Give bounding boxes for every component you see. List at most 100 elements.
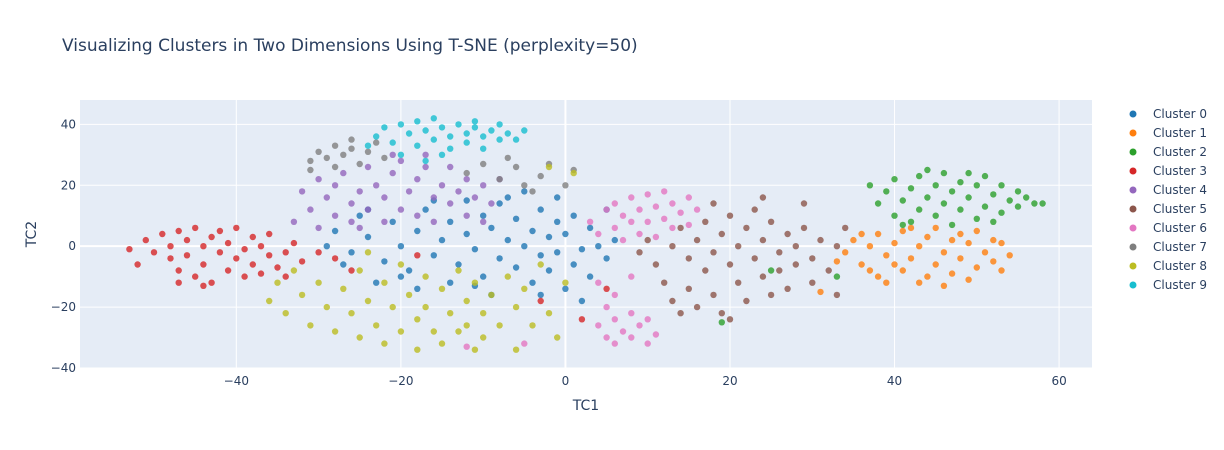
data-point <box>924 273 931 280</box>
data-point <box>159 230 166 238</box>
data-point <box>891 239 898 247</box>
data-point <box>340 261 347 268</box>
data-point <box>718 319 725 326</box>
data-point <box>1014 188 1022 195</box>
data-point <box>126 246 133 253</box>
data-point <box>702 218 709 225</box>
data-point <box>586 224 594 232</box>
data-point <box>570 169 577 177</box>
data-point <box>430 194 437 201</box>
data-point <box>405 291 413 299</box>
legend-label: Cluster 4 <box>1153 183 1207 197</box>
data-point <box>981 203 989 210</box>
data-point <box>940 282 948 289</box>
data-point <box>883 279 890 286</box>
data-point <box>331 142 339 149</box>
data-point <box>331 227 339 235</box>
data-point <box>899 267 906 274</box>
data-point <box>874 273 882 280</box>
data-point <box>792 243 799 250</box>
data-point <box>545 267 553 274</box>
data-point <box>348 249 355 256</box>
data-point <box>1014 203 1022 210</box>
data-point <box>784 285 791 292</box>
data-point <box>381 194 388 201</box>
data-point <box>422 303 429 311</box>
data-point <box>405 267 413 274</box>
data-point <box>274 279 281 286</box>
data-point <box>323 243 330 250</box>
data-point <box>891 261 898 268</box>
data-point <box>529 227 536 235</box>
data-point <box>224 267 232 274</box>
data-point <box>973 264 980 271</box>
data-point <box>521 340 528 347</box>
data-point <box>422 163 429 171</box>
data-point <box>381 124 388 131</box>
data-point <box>397 328 405 335</box>
data-point <box>529 322 536 329</box>
data-point <box>628 218 635 225</box>
data-point <box>381 154 388 162</box>
data-point <box>866 243 874 250</box>
data-point <box>529 188 536 195</box>
data-point <box>430 328 437 335</box>
legend-marker <box>1129 243 1137 251</box>
data-point <box>389 218 396 225</box>
data-point <box>364 163 372 171</box>
data-point <box>340 169 347 177</box>
data-point <box>636 206 643 213</box>
y-tick-labels: −40 −20 0 20 40 <box>51 117 76 375</box>
data-point <box>776 249 783 256</box>
data-point <box>463 230 470 238</box>
x-tick-label: 40 <box>887 374 902 388</box>
data-point <box>282 249 289 256</box>
data-point <box>438 236 446 244</box>
data-point <box>628 273 635 280</box>
data-point <box>356 267 363 274</box>
data-point <box>397 206 405 213</box>
data-point <box>167 243 174 250</box>
data-point <box>562 285 569 292</box>
data-point <box>874 230 882 238</box>
data-point <box>521 188 528 195</box>
data-point <box>619 328 627 335</box>
data-point <box>833 258 841 265</box>
data-point <box>282 310 289 317</box>
data-point <box>661 188 668 195</box>
data-point <box>595 243 602 250</box>
data-point <box>932 261 939 268</box>
y-tick-label: 20 <box>61 178 76 192</box>
legend-marker <box>1129 110 1137 118</box>
data-point <box>957 206 964 213</box>
data-point <box>521 127 528 134</box>
data-point <box>471 346 479 353</box>
data-point <box>644 316 651 323</box>
data-point <box>480 310 487 317</box>
data-point <box>216 249 224 256</box>
data-point <box>636 249 643 256</box>
data-point <box>414 176 421 183</box>
data-point <box>652 233 660 241</box>
data-point <box>463 197 470 204</box>
data-point <box>1039 200 1046 207</box>
data-point <box>307 157 314 165</box>
data-point <box>570 261 577 268</box>
data-point <box>652 203 660 210</box>
data-point <box>233 224 240 232</box>
data-point <box>957 230 964 238</box>
y-tick-label: −20 <box>51 300 76 314</box>
data-point <box>455 261 462 268</box>
data-point <box>726 316 734 323</box>
data-point <box>718 230 725 238</box>
data-point <box>192 273 199 280</box>
data-point <box>381 258 388 265</box>
legend-marker <box>1129 186 1137 194</box>
data-point <box>924 233 931 241</box>
data-point <box>512 264 520 271</box>
data-point <box>628 194 635 201</box>
data-point <box>488 127 495 134</box>
data-point <box>677 209 684 216</box>
data-point <box>693 236 701 244</box>
data-point <box>298 188 306 195</box>
